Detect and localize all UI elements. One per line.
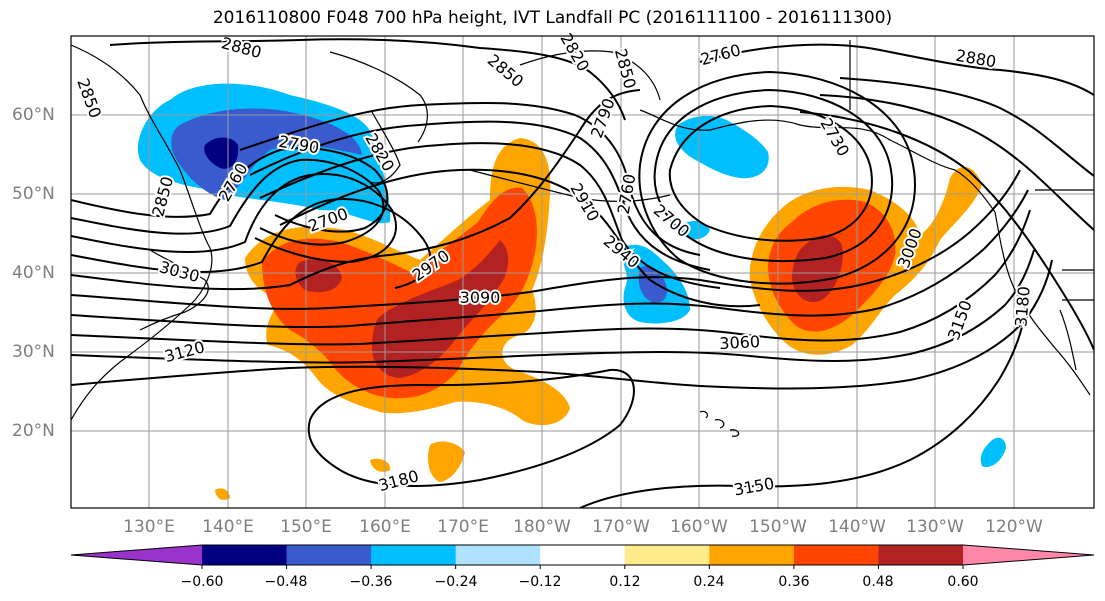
colorbar-tick-label: −0.36	[350, 574, 393, 590]
contour-3180-high	[307, 368, 635, 487]
lat-label-50n: 50°N	[12, 184, 55, 204]
ivt-negative-alaska-small	[682, 220, 710, 240]
contour-ridge-1	[239, 101, 701, 256]
lon-label: 180°W	[513, 517, 571, 537]
colorbar-bin	[793, 545, 879, 565]
ivt-positive-nepac-core	[792, 235, 843, 302]
ivt-negative-mexico	[980, 437, 1006, 468]
latitude-labels: 60°N 50°N 40°N 30°N 20°N	[12, 105, 55, 441]
colorbar-tick-label: −0.24	[435, 574, 478, 590]
contour-2760-north	[699, 43, 1094, 96]
contour-zonal-2	[71, 189, 1029, 329]
colorbar-bin	[540, 545, 626, 565]
colorbar-tick-label: −0.48	[265, 574, 308, 590]
colorbar	[70, 544, 1095, 569]
lon-label: 160°W	[670, 517, 728, 537]
colorbar-tick-labels: −0.60 −0.48 −0.36 −0.24 −0.12 0.12 0.24 …	[181, 574, 979, 590]
coast-alaska	[639, 109, 996, 213]
contour-label: 3060	[719, 332, 761, 353]
lon-label: 130°W	[906, 517, 964, 537]
contour-zonal-3	[71, 209, 1031, 346]
contour-ridge-3	[259, 142, 721, 289]
coast-kamchatka	[369, 111, 401, 184]
contour-ridge-2	[249, 120, 711, 271]
colorbar-extend-max	[963, 545, 1094, 565]
contour-trough-west-3	[71, 173, 397, 264]
lon-label: 140°E	[202, 517, 254, 537]
colorbar-bin	[878, 545, 964, 565]
lon-label: 160°E	[359, 517, 411, 537]
colorbar-tick-label: 0.60	[947, 574, 978, 590]
contour-ridge-4	[279, 168, 761, 308]
contour-zonal-4	[71, 249, 1035, 364]
contour-trough-west-5	[71, 89, 641, 291]
contour-zonal-5	[71, 259, 1053, 390]
lon-label: 130°E	[123, 517, 175, 537]
lat-label-30n: 30°N	[12, 342, 55, 362]
colorbar-bin	[286, 545, 372, 565]
colorbar-tick-label: 0.48	[862, 574, 893, 590]
colorbar-extend-min	[71, 545, 202, 565]
coast-bering-russia	[329, 50, 661, 143]
colorbar-tick-label: −0.12	[519, 574, 562, 590]
coast-hawaii	[699, 410, 740, 437]
contour-3150-south	[579, 317, 1025, 508]
colorbar-bin	[624, 545, 710, 565]
lon-label: 140°W	[828, 517, 886, 537]
lon-label: 170°E	[437, 517, 489, 537]
ivt-positive-westpac-tail	[215, 441, 465, 500]
lon-label: 170°W	[592, 517, 650, 537]
colorbar-tick-label: 0.36	[778, 574, 809, 590]
colorbar-tick-label: 0.24	[693, 574, 724, 590]
contour-label: 3090	[460, 288, 501, 307]
contour-label: 3180	[1011, 285, 1033, 327]
contour-2880-north	[109, 38, 626, 121]
lat-label-40n: 40°N	[12, 263, 55, 283]
contour-zonal-1	[71, 169, 1021, 310]
ivt-positive-westpac-core	[295, 240, 509, 378]
coastlines	[71, 40, 1094, 437]
lon-label: 150°E	[280, 517, 332, 537]
contour-trough-west-2	[71, 158, 385, 246]
colorbar-bin	[202, 545, 288, 565]
height-contours	[71, 38, 1094, 508]
ivt-shading	[137, 83, 1006, 500]
colorbar-bin	[709, 545, 795, 565]
coast-asia	[71, 44, 213, 421]
lon-label: 120°W	[985, 517, 1043, 537]
colorbar-tick-label: 0.12	[609, 574, 640, 590]
colorbar-bin	[371, 545, 457, 565]
lat-label-20n: 20°N	[12, 421, 55, 441]
contour-low-east-2	[653, 88, 894, 263]
ivt-negative-okhotsk-mid	[171, 108, 362, 200]
lat-label-60n: 60°N	[12, 105, 55, 125]
coast-canada-border	[849, 40, 1094, 301]
colorbar-tick-label: −0.60	[181, 574, 224, 590]
colorbar-bin	[455, 545, 541, 565]
contour-trough-west-1	[71, 147, 389, 233]
lon-label: 150°W	[749, 517, 807, 537]
contour-low-east-3	[638, 70, 916, 285]
ivt-positive-westpac-mid	[262, 187, 537, 399]
map-frame	[70, 35, 1095, 509]
contour-low-east-1	[668, 104, 873, 242]
longitude-labels: 130°E 140°E 150°E 160°E 170°E 180°W 170°…	[123, 517, 1043, 537]
ivt-negative-okhotsk-core	[204, 137, 239, 169]
plot-title: 2016110800 F048 700 hPa height, IVT Land…	[212, 8, 893, 28]
contour-upper-1	[839, 77, 1094, 177]
contour-upper-3	[799, 111, 1094, 351]
contour-upper-2	[819, 94, 1094, 231]
